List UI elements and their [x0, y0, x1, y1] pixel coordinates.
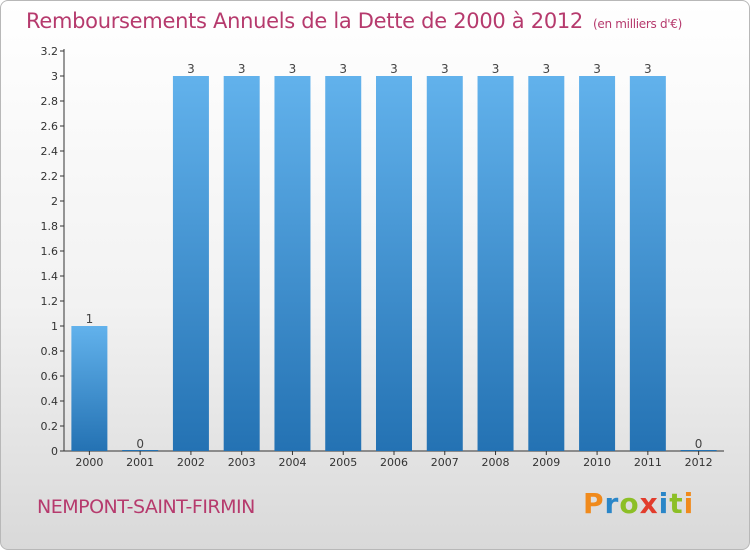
bar-2011	[629, 76, 666, 451]
bar-2003	[223, 76, 260, 451]
y-tick-label: 2	[51, 195, 58, 208]
x-tick-label: 2002	[177, 456, 205, 469]
y-tick-label: 2.8	[41, 95, 59, 108]
logo-letter: i	[683, 487, 695, 520]
y-tick-label: 2.2	[41, 170, 59, 183]
x-tick-label: 2001	[126, 456, 154, 469]
data-label-2005: 3	[339, 62, 347, 76]
x-tick-label: 2006	[380, 456, 408, 469]
x-tick-label: 2009	[532, 456, 560, 469]
y-tick-label: 3	[51, 70, 58, 83]
data-label-2012: 0	[695, 437, 703, 451]
bar-2004	[274, 76, 311, 451]
y-tick-label: 0	[51, 445, 58, 458]
logo-letter: t	[669, 487, 684, 520]
commune-name: NEMPONT-SAINT-FIRMIN	[37, 496, 255, 518]
data-label-2001: 0	[136, 437, 144, 451]
y-tick-label: 0.2	[41, 420, 59, 433]
data-label-2009: 3	[542, 62, 550, 76]
bars	[71, 76, 717, 451]
data-labels: 1 0 3 3 3 3 3 3 3 3 3 3 0	[86, 62, 703, 451]
data-label-2002: 3	[187, 62, 195, 76]
data-label-2010: 3	[593, 62, 601, 76]
bar-2008	[477, 76, 514, 451]
x-axis: 2000 2001 2002 2003 2004 2005 2006 2007 2008 2009…	[64, 450, 724, 469]
x-tick-label: 2008	[482, 456, 510, 469]
data-label-2000: 1	[86, 312, 94, 326]
data-label-2004: 3	[289, 62, 297, 76]
y-tick-label: 0.4	[41, 395, 59, 408]
logo-letter: o	[619, 487, 640, 520]
data-label-2003: 3	[238, 62, 246, 76]
data-label-2011: 3	[644, 62, 652, 76]
y-tick-label: 1.6	[41, 245, 59, 258]
x-tick-label: 2012	[685, 456, 713, 469]
y-tick-label: 1	[51, 320, 58, 333]
y-tick-label: 2.4	[41, 145, 59, 158]
x-tick-label: 2011	[634, 456, 662, 469]
bar-2009	[528, 76, 565, 451]
bar-2002	[172, 76, 209, 451]
chart-title: Remboursements Annuels de la Dette de 20…	[26, 9, 682, 33]
y-tick-label: 1.4	[41, 270, 59, 283]
logo-letter: i	[658, 487, 670, 520]
y-tick-label: 0.6	[41, 370, 59, 383]
chart-unit: (en milliers d'€)	[593, 17, 683, 31]
y-axis: 0 0.2 0.4 0.6 0.8 1 1.2 1.4 1.6 1.8 2 2.2 2.4 2.6 2.8 3…	[41, 45, 65, 458]
x-tick-label: 2000	[75, 456, 103, 469]
proxiti-logo: Proxiti	[583, 487, 694, 520]
logo-letter: P	[583, 487, 605, 520]
data-label-2008: 3	[492, 62, 500, 76]
bar-2007	[426, 76, 463, 451]
bar-2005	[325, 76, 362, 451]
data-label-2006: 3	[390, 62, 398, 76]
bar-2010	[579, 76, 616, 451]
logo-letter: r	[604, 487, 620, 520]
bar-2001	[122, 450, 159, 451]
y-tick-label: 2.6	[41, 120, 59, 133]
x-tick-label: 2007	[431, 456, 459, 469]
y-tick-label: 1.2	[41, 295, 59, 308]
x-tick-label: 2004	[278, 456, 306, 469]
y-tick-label: 3.2	[41, 45, 59, 58]
data-label-2007: 3	[441, 62, 449, 76]
y-tick-label: 1.8	[41, 220, 59, 233]
logo-letter: x	[639, 487, 659, 520]
chart-title-text: Remboursements Annuels de la Dette de 20…	[26, 9, 583, 33]
y-tick-label: 0.8	[41, 345, 59, 358]
x-tick-label: 2003	[228, 456, 256, 469]
bar-2000	[71, 326, 108, 451]
x-tick-label: 2010	[583, 456, 611, 469]
bar-2012	[680, 450, 717, 451]
x-tick-label: 2005	[329, 456, 357, 469]
bar-2006	[376, 76, 412, 451]
